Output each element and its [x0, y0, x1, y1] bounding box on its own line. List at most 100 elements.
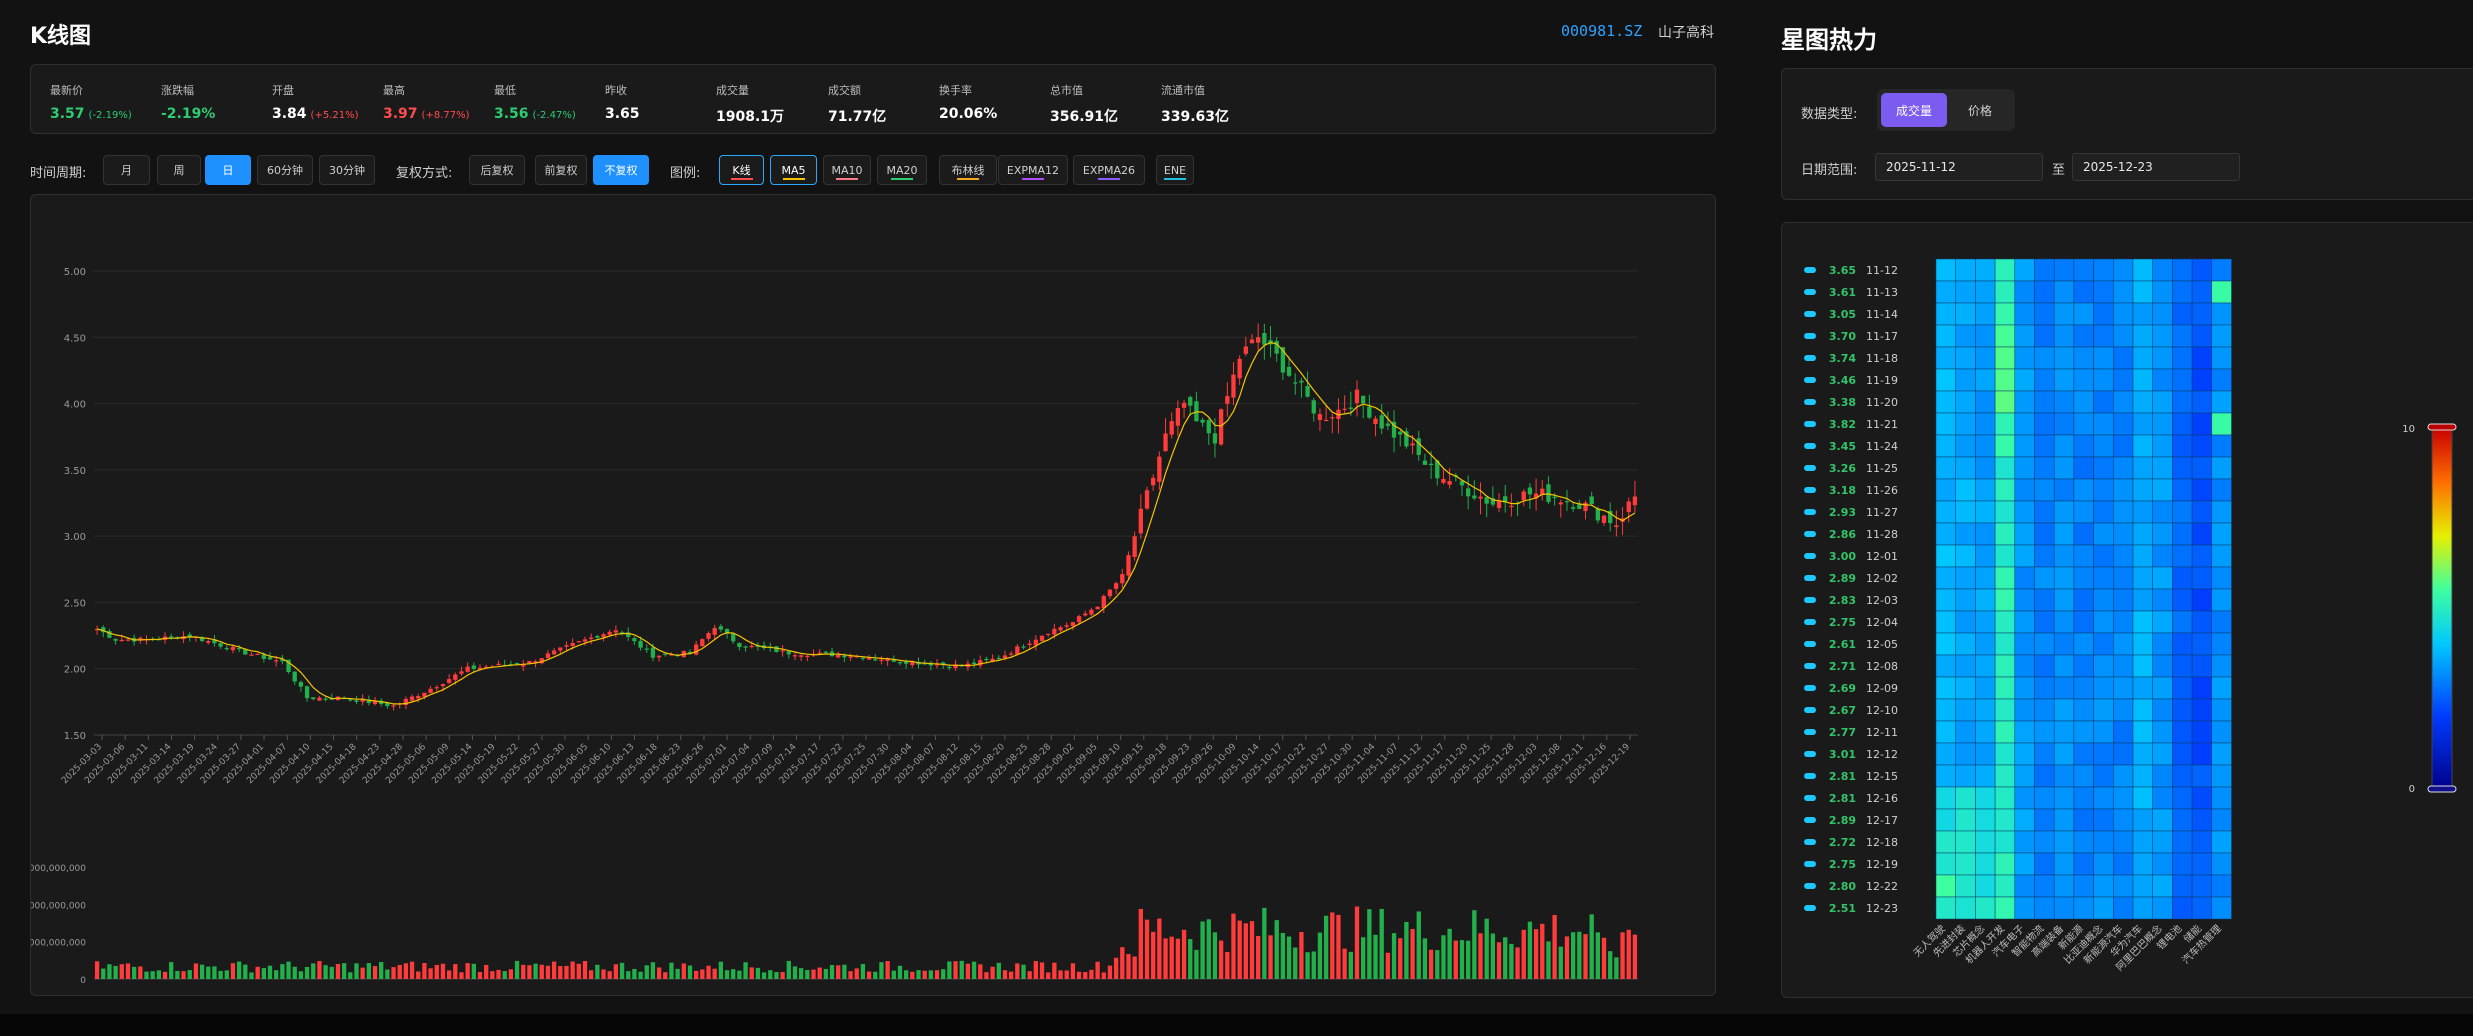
legend-toggle-3[interactable]: MA20 [877, 155, 927, 185]
candle-body [724, 629, 730, 634]
heatmap-cell [1975, 874, 1996, 898]
end-date-input[interactable] [2072, 153, 2240, 181]
adjust-label: 复权方式: [396, 166, 453, 181]
heatmap-cell [2093, 280, 2114, 304]
heatmap-cell [2034, 456, 2055, 480]
volume-bar [947, 961, 952, 979]
legend-toggle-6[interactable]: EXPMA26 [1073, 155, 1145, 185]
heatmap-cell [2191, 610, 2213, 634]
heatmap-cell [2034, 258, 2055, 282]
candle-body [1293, 382, 1298, 384]
heatmap-cell [1994, 676, 2016, 700]
volume-bar [1428, 949, 1434, 979]
page-title: K线图 [30, 24, 92, 49]
row-price-label: 2.93 [1829, 506, 1856, 519]
heatmap-cell [2113, 544, 2134, 568]
heatmap-cell [1935, 346, 1956, 370]
heatmap-cell [2014, 610, 2035, 634]
quote-1: 涨跌幅 -2.19% [161, 82, 215, 122]
row-dot [1804, 333, 1816, 339]
heatmap-cell [2093, 434, 2114, 458]
heatmap-cell [2132, 588, 2153, 612]
heatmap-cell [2093, 852, 2114, 876]
volume-bar [440, 963, 446, 979]
row-price-label: 3.74 [1829, 352, 1856, 365]
type-volume-button[interactable]: 成交量 [1881, 93, 1947, 127]
volume-bar [379, 962, 384, 979]
volume-bar [125, 963, 131, 979]
row-date-label: 12-18 [1866, 836, 1898, 849]
heatmap-cell [2211, 456, 2232, 480]
heatmap-cell [2152, 302, 2173, 326]
type-price-button[interactable]: 价格 [1967, 103, 1992, 118]
heatmap-cell [1935, 808, 1956, 832]
volume-bar [323, 965, 328, 979]
volume-bar [360, 967, 365, 979]
heatmap-cell [2113, 346, 2134, 370]
heatmap-panel: 3.65 11-12 3.61 11-13 3.05 11-14 3.70 11-17 3.74… [1781, 222, 2473, 998]
row-date-label: 11-27 [1866, 506, 1898, 519]
heatmap-cell [2152, 258, 2173, 282]
quote-label: 成交量 [716, 84, 749, 97]
heatmap-cell [2113, 588, 2134, 612]
heatmap-cell [2034, 610, 2055, 634]
adjust-button[interactable]: 前复权 [535, 155, 587, 185]
legend-toggle-5[interactable]: EXPMA12 [998, 155, 1068, 185]
row-dot [1804, 597, 1816, 603]
heatmap-cell [2191, 852, 2213, 876]
volume-bar [681, 963, 686, 979]
heatmap-cell [2172, 390, 2193, 414]
heatmap-cell [2191, 632, 2213, 656]
heatmap-cell [2014, 390, 2035, 414]
period-button[interactable]: 月 [103, 155, 150, 185]
heatmap-cell [1935, 720, 1956, 744]
volume-bar [1614, 957, 1619, 979]
candle-body [1052, 628, 1057, 635]
volume-bar [446, 970, 452, 979]
legend-toggle-0[interactable]: K线 [719, 155, 764, 185]
volume-bar [829, 964, 835, 979]
heatmap-cell [2172, 654, 2193, 678]
quote-value-text: 3.57 [50, 106, 85, 122]
heatmap-cell [2191, 896, 2213, 920]
legend-toggle-1[interactable]: MA5 [770, 155, 817, 185]
period-button[interactable]: 60分钟 [257, 155, 313, 185]
heatmap-cell [2014, 346, 2035, 370]
volume-bar [1181, 929, 1187, 979]
heatmap-cell [1935, 522, 1956, 546]
legend-toggle-2[interactable]: MA10 [823, 155, 871, 185]
period-button[interactable]: 30分钟 [319, 155, 375, 185]
heatmap-cell [2073, 896, 2094, 920]
volume-bar [224, 970, 229, 979]
heatmap-cell [2211, 566, 2232, 590]
kline-chart[interactable]: 5.004.504.003.503.002.502.001.502025-03-… [31, 195, 1717, 997]
heatmap-cell [2073, 566, 2094, 590]
volume-bar [459, 972, 464, 979]
volume-bar [1058, 970, 1063, 979]
quote-value-text: 3.65 [605, 106, 640, 122]
start-date-input[interactable] [1875, 153, 2043, 181]
candle-body [817, 652, 822, 654]
volume-bar [564, 965, 569, 979]
candle-body [1311, 400, 1316, 414]
heatmap-cell [2172, 258, 2193, 282]
period-button[interactable]: 日 [205, 155, 251, 185]
heatmap-cell [2152, 544, 2173, 568]
volume-bar [749, 967, 754, 979]
heatmap-cell [2152, 654, 2173, 678]
adjust-button[interactable]: 后复权 [469, 155, 525, 185]
heatmap-chart[interactable]: 3.65 11-12 3.61 11-13 3.05 11-14 3.70 11-17 3.74… [1782, 223, 2473, 999]
legend-toggle-7[interactable]: ENE [1156, 155, 1194, 185]
adjust-button[interactable]: 不复权 [593, 155, 649, 185]
heatmap-cell [2191, 434, 2213, 458]
row-dot [1804, 773, 1816, 779]
row-price-label: 3.00 [1829, 550, 1856, 563]
candle-body [1070, 622, 1076, 627]
heatmap-cell [2093, 566, 2114, 590]
heatmap-cell [2014, 786, 2035, 810]
legend-toggle-4[interactable]: 布林线 [939, 155, 997, 185]
period-button[interactable]: 周 [157, 155, 201, 185]
heatmap-cell [2113, 390, 2134, 414]
candle-body [632, 638, 637, 642]
heatmap-cell [1935, 654, 1956, 678]
